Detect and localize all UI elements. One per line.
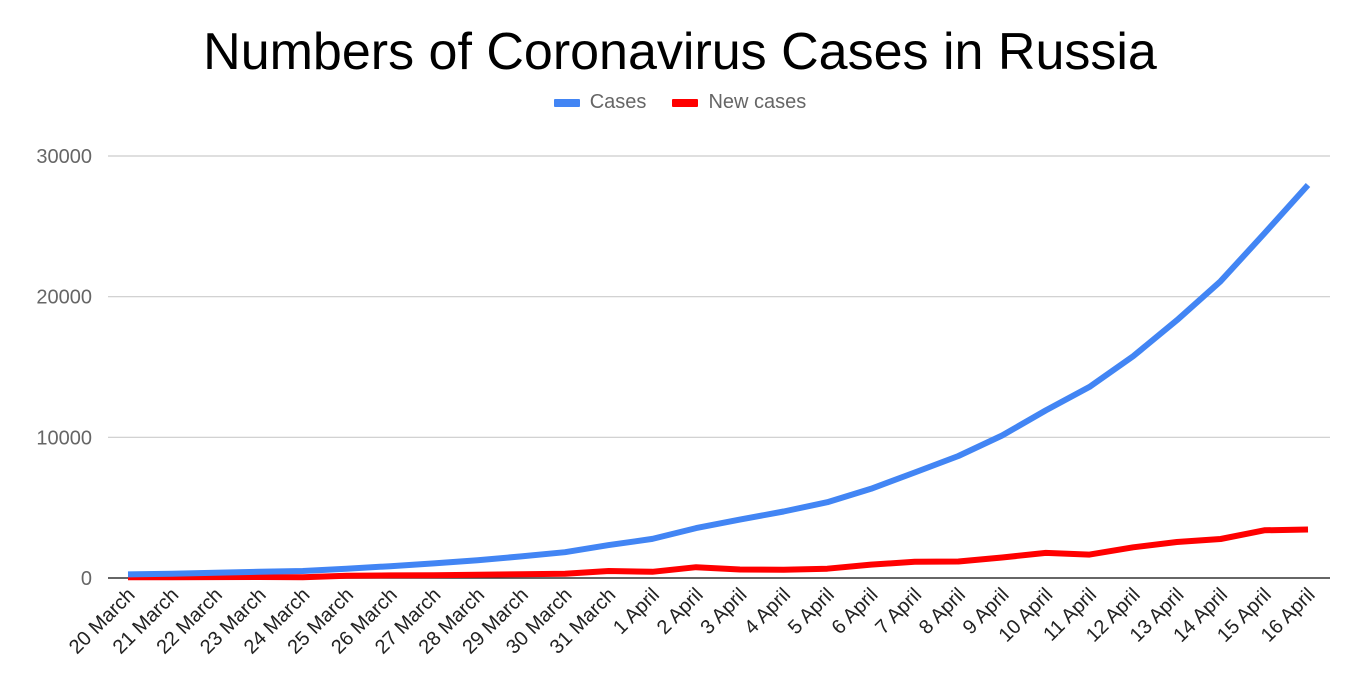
series-line-cases — [127, 182, 1311, 578]
legend: Cases New cases — [0, 91, 1360, 114]
x-tick-label: 2 April — [653, 584, 708, 639]
legend-item-new-cases: New cases — [672, 91, 806, 114]
x-tick-label: 5 April — [784, 584, 839, 639]
y-tick-label: 10000 — [36, 427, 92, 449]
x-tick-label: 8 April — [915, 584, 970, 639]
y-tick-label: 30000 — [36, 146, 92, 168]
y-tick-label: 20000 — [36, 287, 92, 309]
x-tick-label: 1 April — [609, 584, 664, 639]
legend-item-cases: Cases — [553, 91, 647, 114]
x-tick-label: 4 April — [740, 584, 795, 639]
x-tick-label: 3 April — [697, 584, 752, 639]
legend-swatch-new-cases — [672, 98, 699, 107]
legend-label-new-cases: New cases — [708, 91, 807, 113]
legend-swatch-cases — [553, 98, 580, 107]
series-line-new-cases — [127, 526, 1309, 581]
x-tick-label: 6 April — [828, 584, 883, 639]
x-tick-label: 7 April — [871, 584, 926, 639]
legend-label-cases: Cases — [589, 91, 647, 113]
y-tick-label: 0 — [81, 568, 92, 590]
chart-title: Numbers of Coronavirus Cases in Russia — [203, 23, 1157, 81]
